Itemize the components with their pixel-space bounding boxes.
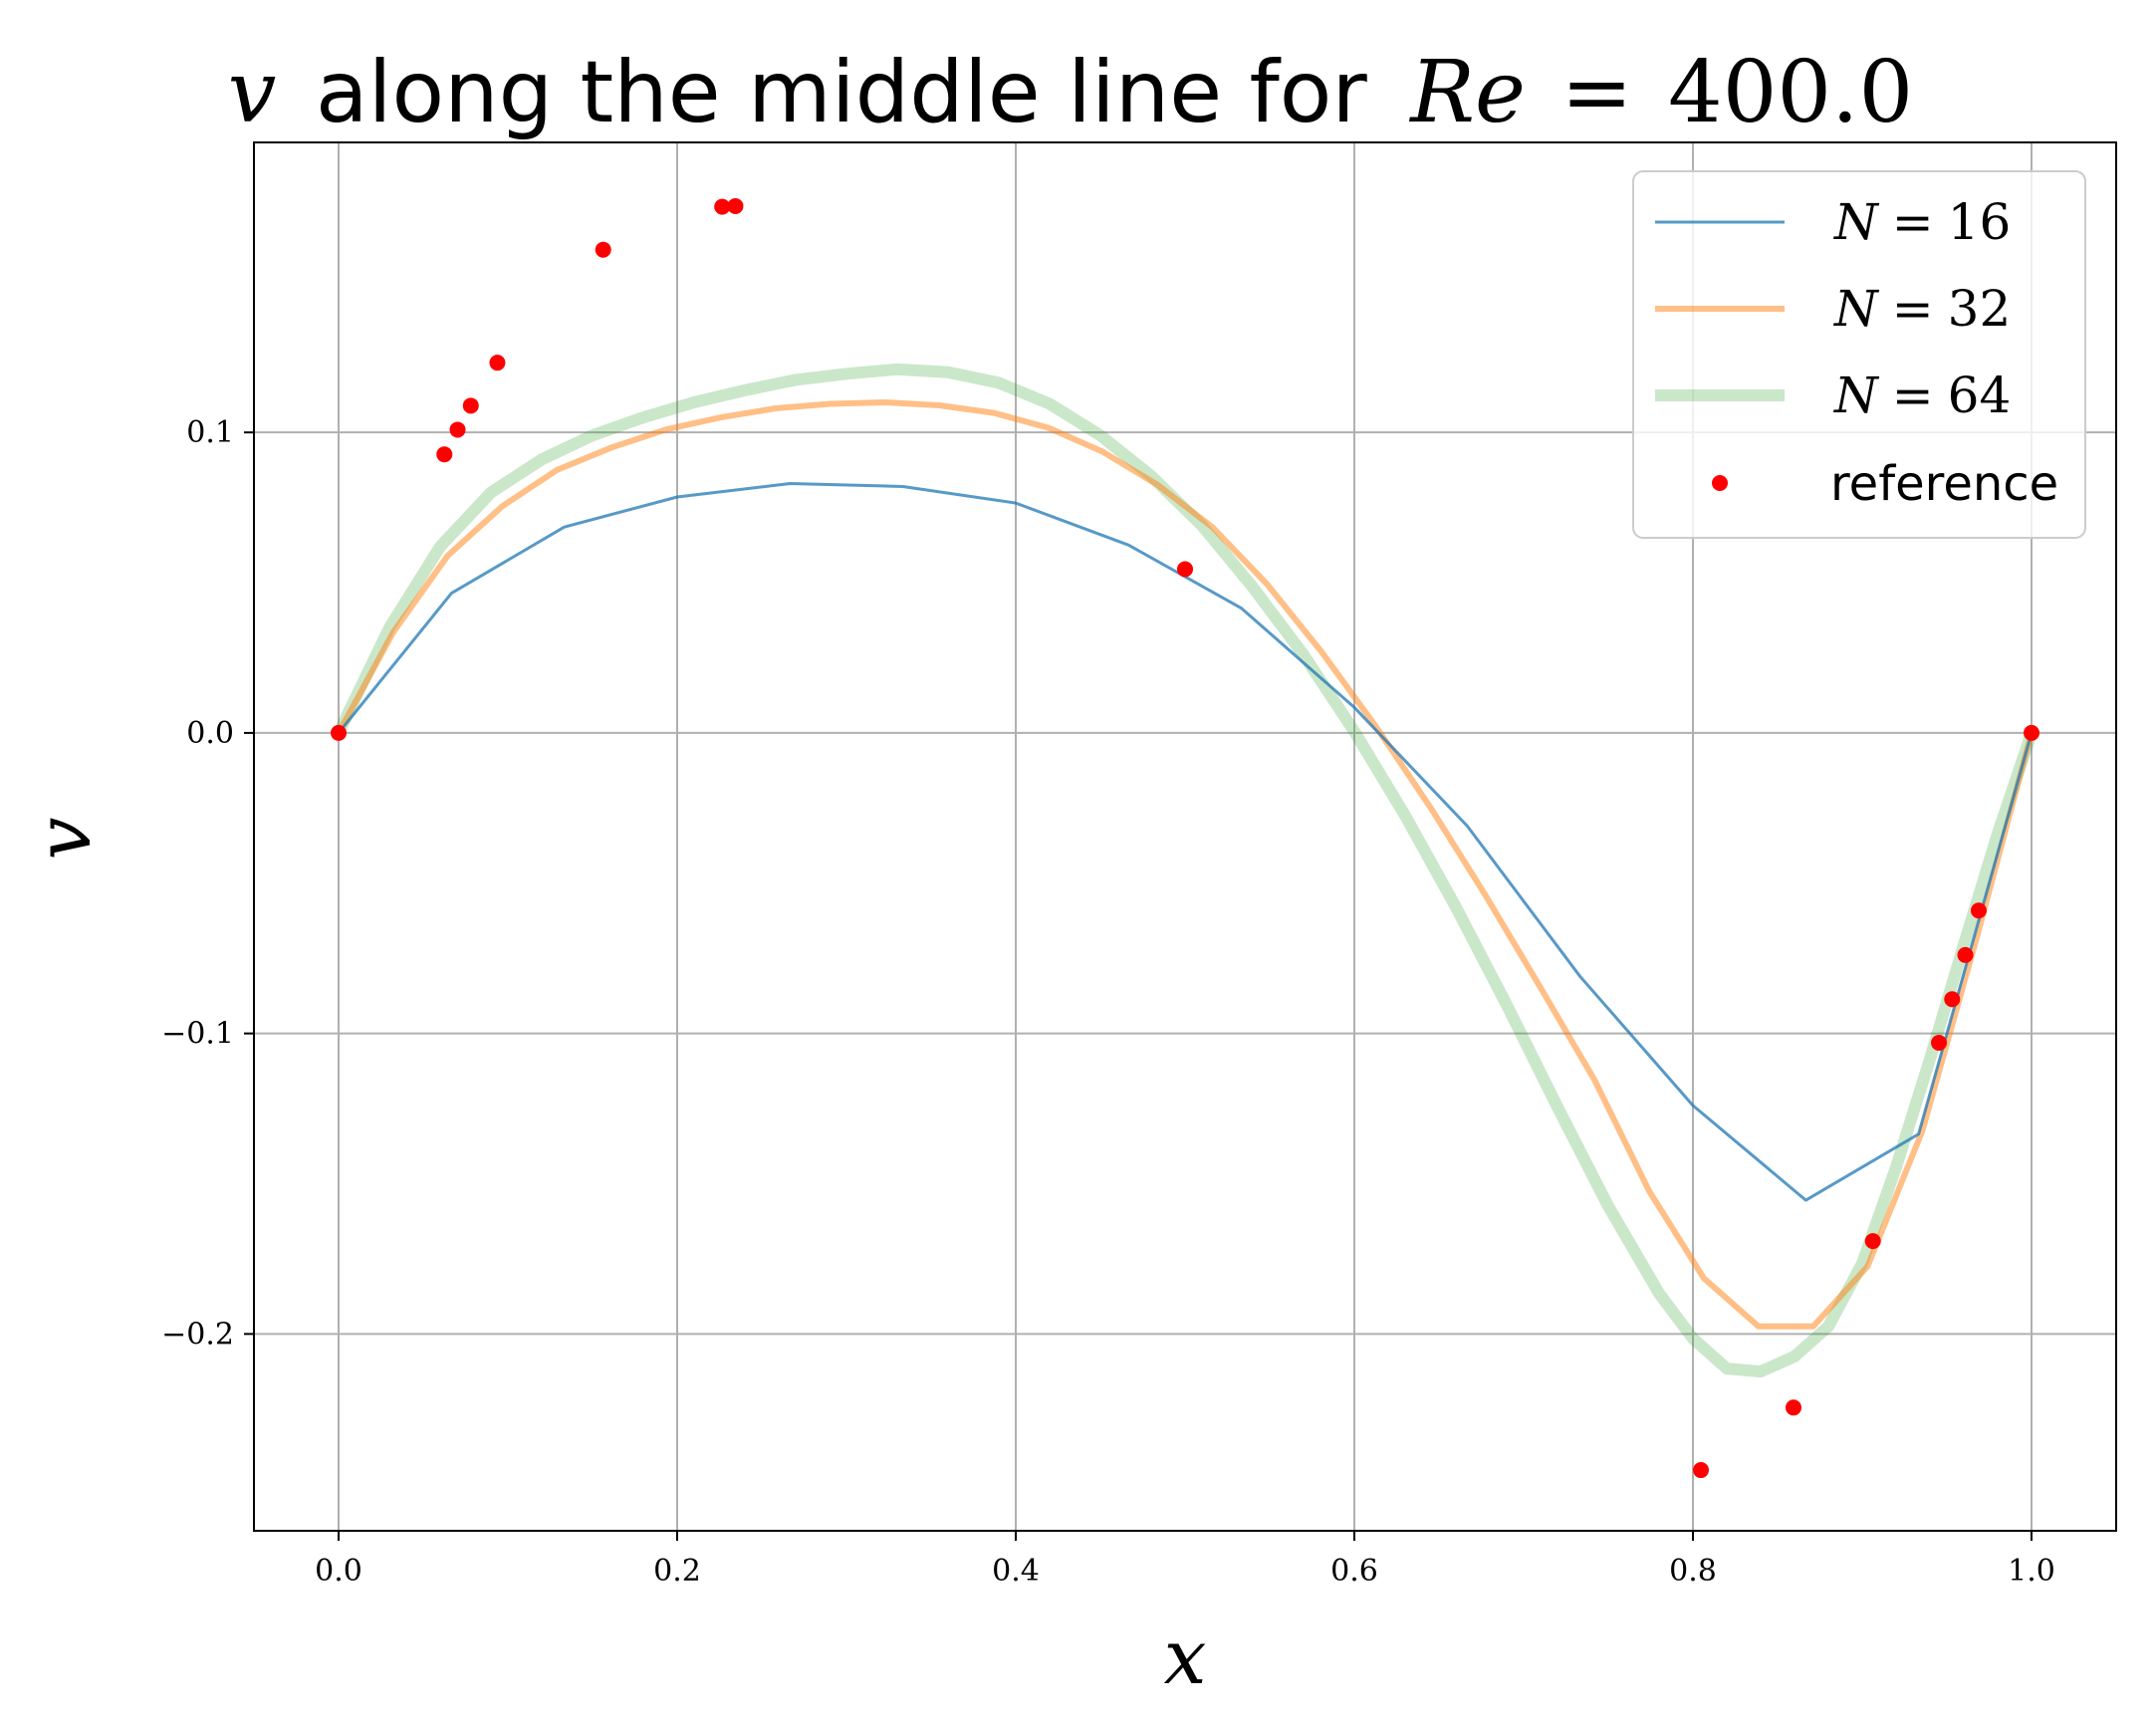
reference-point	[595, 241, 611, 258]
legend-n64-eq: =	[1892, 367, 1934, 424]
legend-n16-eq: =	[1892, 193, 1934, 251]
legend-swatch-reference	[1712, 475, 1728, 491]
x-tick-label: 0.8	[1669, 1554, 1717, 1589]
reference-point	[1944, 991, 1961, 1008]
plot-area-frame	[253, 141, 2117, 1532]
legend-label-n64: N = 64	[1833, 367, 2011, 424]
x-tick-label: 0.0	[315, 1554, 362, 1589]
legend-label-n16: N = 16	[1833, 193, 2011, 251]
legend: N = 16 N = 32 N = 64	[1632, 170, 2086, 539]
reference-point	[1785, 1399, 1801, 1416]
reference-point	[1864, 1233, 1881, 1250]
legend-entry-n32: N = 32	[1655, 280, 2011, 338]
reference-point	[489, 355, 506, 371]
legend-n64-rhs: 64	[1948, 367, 2012, 424]
x-tick-label: 0.4	[992, 1554, 1040, 1589]
x-tick-label: 1.0	[2008, 1554, 2055, 1589]
legend-label-n32: N = 32	[1833, 280, 2011, 338]
reference-point	[1931, 1034, 1948, 1051]
series-line-64	[333, 363, 2037, 1378]
y-tick-label: −0.1	[161, 1017, 234, 1052]
x-tick-label: 0.6	[1330, 1554, 1378, 1589]
reference-point	[1957, 946, 1974, 963]
title-eq-sign: =	[1560, 43, 1632, 142]
legend-entry-n16: N = 16	[1655, 193, 2011, 251]
y-tick-label: 0.0	[186, 716, 234, 751]
reference-point	[462, 397, 479, 414]
reference-point	[714, 198, 731, 215]
legend-entry-n64: N = 64	[1655, 367, 2011, 424]
series-line-32	[336, 399, 2035, 1330]
series-line-16	[337, 482, 2034, 1202]
x-axis-label: x	[1164, 1612, 1207, 1701]
legend-n32-eq: =	[1892, 280, 1934, 338]
reference-point	[1970, 902, 1987, 919]
legend-n32-lhs: N	[1833, 280, 1880, 338]
legend-n64-lhs: N	[1833, 367, 1880, 424]
x-tick-label: 0.2	[653, 1554, 701, 1589]
reference-point	[331, 724, 347, 741]
series-layer	[331, 197, 2039, 1479]
legend-n16-lhs: N	[1833, 193, 1880, 251]
legend-n32-rhs: 32	[1948, 280, 2012, 338]
y-tick-label: −0.2	[161, 1317, 234, 1352]
title-text: along the middle line for	[316, 43, 1368, 142]
legend-label-reference: reference	[1830, 456, 2058, 512]
y-tick-label: 0.1	[186, 415, 234, 450]
y-axis-label: v	[19, 817, 108, 860]
legend-n16-rhs: 16	[1948, 193, 2012, 251]
reference-point	[436, 446, 453, 463]
chart-title: v along the middle line for Re = 400.0	[228, 43, 1913, 142]
reference-point	[2024, 724, 2039, 741]
reference-point	[1692, 1462, 1709, 1479]
title-variable: v	[228, 43, 277, 142]
reference-point	[1177, 561, 1193, 578]
legend-box	[1632, 170, 2086, 539]
axis-ticks: 0.0 0.2 0.4 0.6 0.8 1.0 −0.2 −0.1 0.0 0.1	[161, 415, 2055, 1589]
reference-point	[449, 421, 466, 438]
title-eq-rhs: 400.0	[1668, 43, 1913, 142]
legend-entry-reference: reference	[1712, 456, 2058, 512]
reference-point	[727, 197, 744, 214]
title-eq-lhs: Re	[1408, 43, 1526, 142]
